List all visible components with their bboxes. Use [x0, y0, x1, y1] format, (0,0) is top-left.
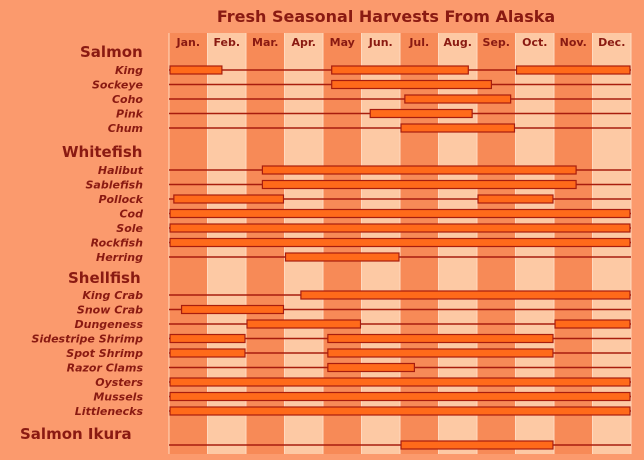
- month-label: Jul.: [408, 36, 429, 49]
- month-label: Apr.: [292, 36, 316, 49]
- month-label: Oct.: [522, 36, 547, 49]
- group-heading: Whitefish: [62, 143, 142, 161]
- item-label: Razor Clams: [67, 362, 144, 375]
- item-label: King: [115, 64, 143, 77]
- month-label: Nov.: [560, 36, 587, 49]
- season-bar: [327, 333, 554, 344]
- season-bar: [331, 65, 469, 75]
- season-bar: [327, 348, 554, 358]
- season-bar: [327, 362, 416, 373]
- group-heading: Salmon Ikura: [20, 425, 132, 443]
- season-bar: [169, 391, 631, 402]
- season-bar: [477, 194, 554, 204]
- season-bar: [169, 237, 631, 248]
- item-label: Littlenecks: [75, 405, 144, 418]
- item-label: Spot Shrimp: [66, 347, 143, 360]
- group-heading: Salmon: [80, 43, 143, 61]
- month-label: Sep.: [483, 36, 510, 49]
- item-label: Chum: [108, 122, 143, 135]
- item-label: Pollock: [98, 193, 143, 206]
- month-label: Jun.: [368, 36, 393, 49]
- season-bar: [169, 377, 631, 387]
- season-bar: [331, 79, 493, 90]
- season-bar: [169, 348, 246, 358]
- season-bar: [515, 65, 631, 75]
- item-label: Herring: [96, 251, 143, 264]
- item-label: Halibut: [98, 164, 144, 177]
- item-label: Oysters: [95, 376, 143, 389]
- month-label: Jan.: [175, 36, 200, 49]
- item-label: Cod: [119, 208, 143, 221]
- season-bar: [246, 319, 362, 329]
- season-bar: [261, 179, 577, 190]
- month-labels: Jan. Feb. Mar. Apr. May Jun. Jul. Aug. Sep. Oct. N…: [175, 36, 625, 49]
- item-label: Sablefish: [86, 179, 144, 192]
- item-label: Pink: [116, 108, 144, 121]
- item-label: Sidestripe Shrimp: [32, 333, 144, 346]
- month-label: Mar.: [252, 36, 278, 49]
- season-bar: [169, 65, 223, 75]
- season-bar: [300, 290, 631, 300]
- season-bar: [169, 223, 631, 233]
- item-label: Dungeness: [74, 318, 143, 331]
- season-bar: [400, 440, 554, 450]
- season-bar: [169, 208, 631, 219]
- season-bar: [554, 319, 631, 329]
- month-label: May: [330, 36, 355, 49]
- season-bar: [369, 108, 473, 119]
- item-label: Rockfish: [91, 237, 144, 250]
- season-bar: [284, 252, 400, 262]
- season-bar: [261, 165, 577, 175]
- item-label: Sockeye: [92, 79, 144, 92]
- season-bar: [180, 304, 285, 315]
- season-bar: [169, 406, 631, 416]
- item-label: King Crab: [82, 289, 143, 302]
- month-label: Feb.: [213, 36, 240, 49]
- item-label: Mussels: [93, 391, 143, 404]
- month-label: Dec.: [598, 36, 625, 49]
- chart-title: Fresh Seasonal Harvests From Alaska: [217, 7, 555, 26]
- month-label: Aug.: [444, 36, 472, 49]
- group-heading: Shellfish: [68, 269, 141, 287]
- season-bar: [404, 94, 512, 104]
- item-label: Snow Crab: [77, 304, 143, 317]
- season-bar: [400, 123, 516, 133]
- item-label: Coho: [112, 93, 143, 106]
- season-bar: [173, 194, 285, 204]
- item-label: Sole: [116, 222, 143, 235]
- season-bar: [169, 333, 246, 344]
